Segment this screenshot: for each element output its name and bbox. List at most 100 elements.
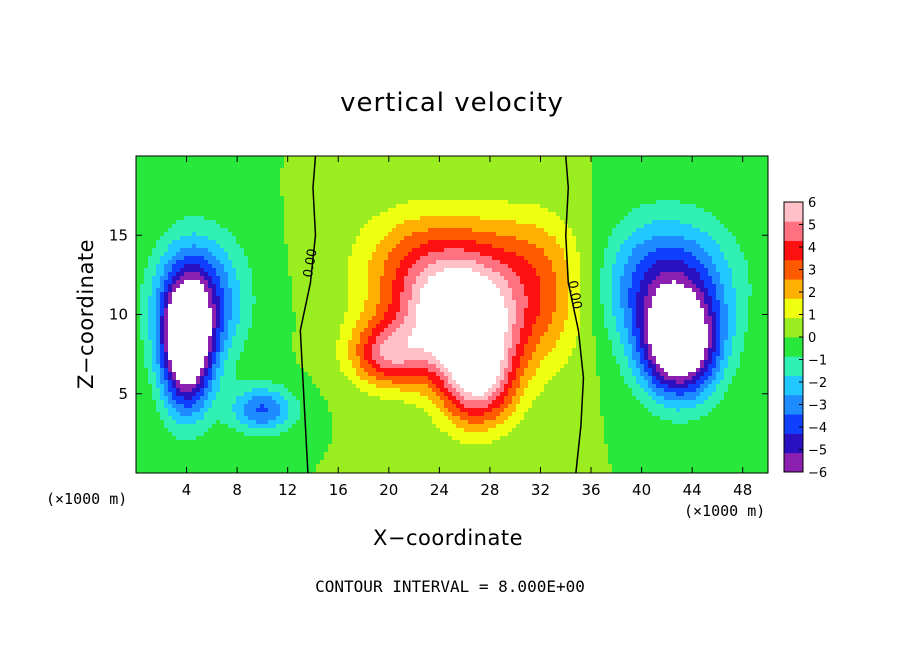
heatmap-cell: [152, 416, 157, 421]
heatmap-cell: [340, 400, 345, 405]
heatmap-cell: [176, 416, 181, 421]
heatmap-cell: [316, 312, 321, 317]
heatmap-cell: [232, 340, 237, 345]
heatmap-cell: [244, 200, 249, 205]
heatmap-cell: [156, 208, 161, 213]
heatmap-cell: [180, 184, 185, 189]
heatmap-cell: [320, 396, 325, 401]
heatmap-cell: [368, 176, 373, 181]
heatmap-cell: [316, 300, 321, 305]
heatmap-cell: [324, 412, 329, 417]
heatmap-cell: [148, 444, 153, 449]
heatmap-cell: [356, 380, 361, 385]
heatmap-cell: [276, 252, 281, 257]
heatmap-cell: [360, 396, 365, 401]
heatmap-cell: [208, 320, 213, 325]
heatmap-cell: [300, 292, 305, 297]
heatmap-cell: [156, 228, 161, 233]
heatmap-cell: [144, 404, 149, 409]
heatmap-cell: [216, 244, 221, 249]
heatmap-cell: [264, 192, 269, 197]
heatmap-cell: [220, 404, 225, 409]
heatmap-cell: [332, 240, 337, 245]
heatmap-cell: [244, 220, 249, 225]
heatmap-cell: [212, 420, 217, 425]
heatmap-cell: [180, 412, 185, 417]
heatmap-cell: [224, 156, 229, 161]
heatmap-cell: [192, 260, 197, 265]
heatmap-cell: [288, 328, 293, 333]
heatmap-cell: [228, 392, 233, 397]
heatmap-cell: [288, 424, 293, 429]
heatmap-cell: [212, 424, 217, 429]
heatmap-cell: [268, 388, 273, 393]
heatmap-cell: [200, 312, 205, 317]
heatmap-cell: [188, 272, 193, 277]
heatmap-cell: [224, 348, 229, 353]
heatmap-cell: [208, 440, 213, 445]
heatmap-cell: [380, 332, 385, 337]
heatmap-cell: [288, 252, 293, 257]
heatmap-cell: [160, 164, 165, 169]
heatmap-cell: [176, 256, 181, 261]
heatmap-cell: [340, 432, 345, 437]
heatmap-cell: [296, 292, 301, 297]
heatmap-cell: [280, 416, 285, 421]
heatmap-cell: [204, 416, 209, 421]
heatmap-cell: [320, 208, 325, 213]
heatmap-cell: [304, 184, 309, 189]
heatmap-cell: [220, 388, 225, 393]
heatmap-cell: [380, 200, 385, 205]
heatmap-cell: [192, 312, 197, 317]
heatmap-cell: [196, 192, 201, 197]
heatmap-cell: [348, 440, 353, 445]
heatmap-cell: [332, 192, 337, 197]
heatmap-cell: [340, 228, 345, 233]
heatmap-cell: [212, 220, 217, 225]
heatmap-cell: [220, 376, 225, 381]
heatmap-cell: [380, 304, 385, 309]
heatmap-cell: [268, 376, 273, 381]
heatmap-cell: [328, 292, 333, 297]
heatmap-cell: [288, 368, 293, 373]
heatmap-cell: [348, 460, 353, 465]
heatmap-cell: [144, 256, 149, 261]
heatmap-cell: [368, 252, 373, 257]
heatmap-cell: [160, 224, 165, 229]
heatmap-cell: [244, 392, 249, 397]
heatmap-cell: [280, 344, 285, 349]
heatmap-cell: [184, 356, 189, 361]
heatmap-cell: [336, 368, 341, 373]
heatmap-cell: [272, 320, 277, 325]
heatmap-cell: [376, 296, 381, 301]
heatmap-cell: [260, 376, 265, 381]
heatmap-cell: [320, 236, 325, 241]
heatmap-cell: [152, 288, 157, 293]
heatmap-cell: [280, 432, 285, 437]
heatmap-cell: [260, 332, 265, 337]
heatmap-cell: [176, 276, 181, 281]
heatmap-cell: [216, 296, 221, 301]
heatmap-cell: [292, 228, 297, 233]
heatmap-cell: [332, 420, 337, 425]
heatmap-cell: [180, 372, 185, 377]
heatmap-cell: [360, 172, 365, 177]
heatmap-cell: [160, 368, 165, 373]
heatmap-cell: [236, 460, 241, 465]
heatmap-cell: [144, 276, 149, 281]
heatmap-cell: [348, 172, 353, 177]
heatmap-cell: [376, 240, 381, 245]
heatmap-cell: [280, 248, 285, 253]
heatmap-cell: [376, 244, 381, 249]
heatmap-cell: [164, 364, 169, 369]
heatmap-cell: [336, 240, 341, 245]
heatmap-cell: [344, 224, 349, 229]
heatmap-cell: [272, 360, 277, 365]
heatmap-cell: [300, 416, 305, 421]
heatmap-cell: [192, 208, 197, 213]
heatmap-cell: [188, 348, 193, 353]
heatmap-cell: [240, 340, 245, 345]
heatmap-cell: [300, 164, 305, 169]
heatmap-cell: [208, 156, 213, 161]
heatmap-cell: [368, 392, 373, 397]
